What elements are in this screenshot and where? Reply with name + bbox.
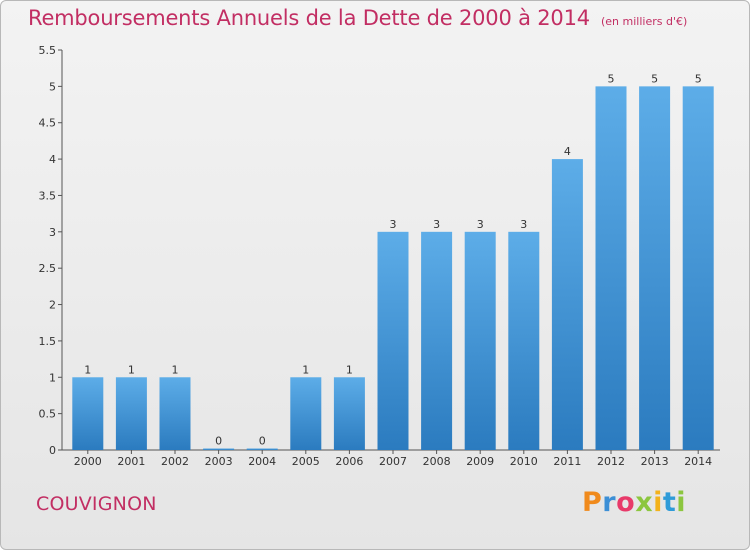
logo-letter: i	[676, 487, 687, 518]
y-tick-label: 0.5	[39, 408, 57, 421]
x-tick-label: 2004	[248, 455, 276, 468]
data-label: 1	[172, 363, 179, 376]
bar-2003	[203, 448, 235, 450]
logo-letter: x	[635, 487, 654, 518]
bar-2005	[290, 377, 322, 450]
x-tick-label: 2007	[379, 455, 407, 468]
data-label: 1	[302, 363, 309, 376]
chart-title: Remboursements Annuels de la Dette de 20…	[28, 6, 687, 30]
bar-2004	[246, 448, 278, 450]
logo-letter: P	[582, 487, 603, 518]
data-label: 1	[128, 363, 135, 376]
x-tick-label: 2011	[553, 455, 581, 468]
data-label: 5	[608, 72, 615, 85]
chart-title-main: Remboursements Annuels de la Dette de 20…	[28, 6, 590, 30]
logo-letter: r	[602, 487, 617, 518]
x-tick-label: 2000	[74, 455, 102, 468]
chart-title-unit: (en milliers d'€)	[601, 15, 688, 28]
data-label: 3	[390, 218, 397, 231]
x-tick-label: 2008	[423, 455, 451, 468]
bar-2013	[639, 86, 671, 450]
bar-2000	[72, 377, 104, 450]
bar-2008	[421, 231, 453, 450]
y-tick-label: 3	[49, 226, 56, 239]
y-tick-label: 4	[49, 153, 56, 166]
bar-2014	[682, 86, 714, 450]
bar-2007	[377, 231, 409, 450]
y-tick-label: 5.5	[39, 44, 57, 57]
y-tick-label: 1.5	[39, 335, 57, 348]
data-label: 3	[477, 218, 484, 231]
y-tick-label: 5	[49, 80, 56, 93]
x-tick-label: 2001	[117, 455, 145, 468]
bar-2011	[551, 159, 583, 450]
data-label: 5	[695, 72, 702, 85]
x-tick-label: 2006	[335, 455, 363, 468]
bar-2002	[159, 377, 191, 450]
x-tick-label: 2013	[641, 455, 669, 468]
data-label: 4	[564, 145, 571, 158]
x-tick-label: 2010	[510, 455, 538, 468]
proxiti-logo: Proxiti	[582, 487, 686, 518]
commune-name: COUVIGNON	[36, 493, 157, 515]
x-tick-label: 2003	[205, 455, 233, 468]
y-tick-label: 3.5	[39, 189, 57, 202]
data-label: 0	[259, 435, 266, 448]
data-label: 1	[346, 363, 353, 376]
bar-2010	[508, 231, 540, 450]
data-label: 0	[215, 435, 222, 448]
x-tick-label: 2009	[466, 455, 494, 468]
y-tick-label: 2	[49, 299, 56, 312]
data-label: 5	[651, 72, 658, 85]
x-tick-label: 2012	[597, 455, 625, 468]
bar-2006	[333, 377, 365, 450]
logo-letter: t	[662, 487, 677, 518]
data-label: 3	[433, 218, 440, 231]
logo-letter: o	[616, 487, 636, 518]
y-tick-label: 2.5	[39, 262, 57, 275]
y-tick-label: 0	[49, 444, 56, 457]
data-label: 1	[84, 363, 91, 376]
x-tick-label: 2005	[292, 455, 320, 468]
bar-2012	[595, 86, 627, 450]
bar-2009	[464, 231, 496, 450]
logo-letter: i	[653, 487, 663, 518]
bar-2001	[115, 377, 147, 450]
y-tick-label: 4.5	[39, 117, 57, 130]
x-tick-label: 2002	[161, 455, 189, 468]
x-tick-label: 2014	[684, 455, 712, 468]
data-label: 3	[520, 218, 527, 231]
y-tick-label: 1	[49, 371, 56, 384]
